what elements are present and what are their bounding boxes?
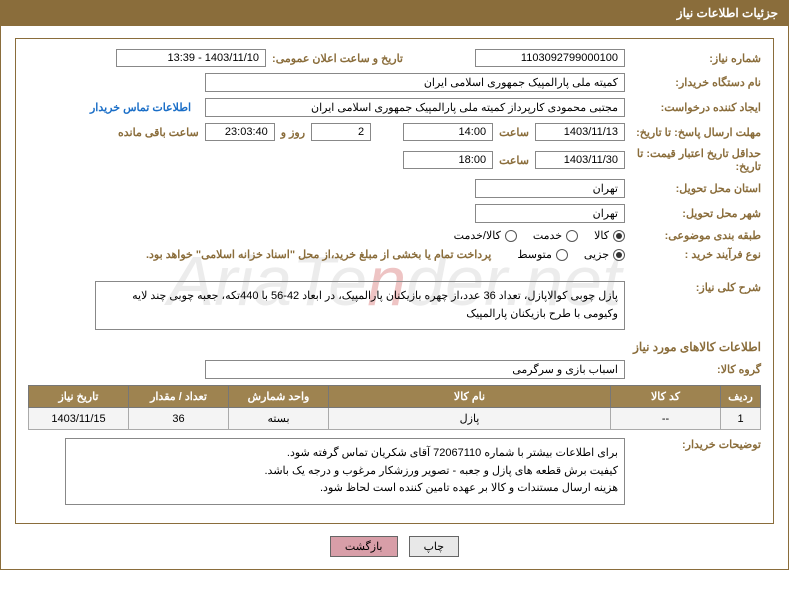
th-name: نام کالا bbox=[329, 386, 611, 408]
radio-medium-label: متوسط bbox=[517, 248, 552, 261]
countdown: 23:03:40 bbox=[205, 123, 275, 141]
radio-goods-label: کالا bbox=[594, 229, 609, 242]
need-no-label: شماره نیاز: bbox=[631, 52, 761, 65]
radio-partial-label: جزیی bbox=[584, 248, 609, 261]
radio-medium[interactable]: متوسط bbox=[517, 248, 568, 261]
th-qty: تعداد / مقدار bbox=[129, 386, 229, 408]
radio-service[interactable]: خدمت bbox=[533, 229, 578, 242]
time-label-1: ساعت bbox=[499, 126, 529, 139]
days-and-label: روز و bbox=[281, 126, 305, 139]
notes-line-1: برای اطلاعات بیشتر با شماره 72067110 آقا… bbox=[72, 445, 618, 463]
td-name: پازل bbox=[329, 408, 611, 430]
notes-box: برای اطلاعات بیشتر با شماره 72067110 آقا… bbox=[65, 438, 625, 505]
summary-text: پازل چوبی کوالاپازل، تعداد 36 عدد،از چهر… bbox=[95, 281, 625, 330]
city-value: تهران bbox=[475, 204, 625, 223]
requester-value: مجتبی محمودی کارپرداز کمیته ملی پارالمپی… bbox=[205, 98, 625, 117]
radio-goods[interactable]: کالا bbox=[594, 229, 625, 242]
td-row: 1 bbox=[721, 408, 761, 430]
time-label-2: ساعت bbox=[499, 154, 529, 167]
notes-line-3: هزینه ارسال مستندات و کالا بر عهده تامین… bbox=[72, 480, 618, 498]
goods-table: ردیف کد کالا نام کالا واحد شمارش تعداد /… bbox=[28, 385, 761, 430]
deadline-date: 1403/11/13 bbox=[535, 123, 625, 141]
summary-label: شرح کلی نیاز: bbox=[631, 281, 761, 294]
announce-label: تاریخ و ساعت اعلان عمومی: bbox=[272, 52, 403, 65]
category-label: طبقه بندی موضوعی: bbox=[631, 229, 761, 242]
need-no-value: 1103092799000100 bbox=[475, 49, 625, 67]
radio-service-label: خدمت bbox=[533, 229, 562, 242]
buyer-value: کمیته ملی پارالمپیک جمهوری اسلامی ایران bbox=[205, 73, 625, 92]
group-value: اسباب بازی و سرگرمی bbox=[205, 360, 625, 379]
announce-value: 1403/11/10 - 13:39 bbox=[116, 49, 266, 67]
td-code: -- bbox=[611, 408, 721, 430]
th-unit: واحد شمارش bbox=[229, 386, 329, 408]
buyer-label: نام دستگاه خریدار: bbox=[631, 76, 761, 89]
deadline-time: 14:00 bbox=[403, 123, 493, 141]
requester-label: ایجاد کننده درخواست: bbox=[631, 101, 761, 114]
notes-label: توضیحات خریدار: bbox=[631, 438, 761, 451]
radio-both[interactable]: کالا/خدمت bbox=[454, 229, 517, 242]
validity-time: 18:00 bbox=[403, 151, 493, 169]
th-date: تاریخ نیاز bbox=[29, 386, 129, 408]
province-value: تهران bbox=[475, 179, 625, 198]
goods-info-title: اطلاعات کالاهای مورد نیاز bbox=[28, 340, 761, 354]
panel-header: جزئیات اطلاعات نیاز bbox=[1, 0, 788, 26]
province-label: استان محل تحویل: bbox=[631, 182, 761, 195]
contact-link[interactable]: اطلاعات تماس خریدار bbox=[90, 101, 191, 114]
print-button[interactable]: چاپ bbox=[409, 536, 460, 557]
deadline-label: مهلت ارسال پاسخ: تا تاریخ: bbox=[631, 126, 761, 139]
radio-partial[interactable]: جزیی bbox=[584, 248, 625, 261]
table-row: 1 -- پازل بسته 36 1403/11/15 bbox=[29, 408, 761, 430]
back-button[interactable]: بازگشت bbox=[330, 536, 398, 557]
th-row: ردیف bbox=[721, 386, 761, 408]
td-unit: بسته bbox=[229, 408, 329, 430]
radio-both-label: کالا/خدمت bbox=[454, 229, 501, 242]
process-label: نوع فرآیند خرید : bbox=[631, 248, 761, 261]
notes-line-2: کیفیت برش قطعه های پازل و جعبه - تصویر و… bbox=[72, 463, 618, 481]
remain-label: ساعت باقی مانده bbox=[118, 126, 199, 139]
process-note: پرداخت تمام یا بخشی از مبلغ خرید،از محل … bbox=[146, 248, 491, 261]
validity-date: 1403/11/30 bbox=[535, 151, 625, 169]
group-label: گروه کالا: bbox=[631, 363, 761, 376]
th-code: کد کالا bbox=[611, 386, 721, 408]
td-qty: 36 bbox=[129, 408, 229, 430]
days-remaining: 2 bbox=[311, 123, 371, 141]
city-label: شهر محل تحویل: bbox=[631, 207, 761, 220]
td-date: 1403/11/15 bbox=[29, 408, 129, 430]
validity-label: حداقل تاریخ اعتبار قیمت: تا تاریخ: bbox=[631, 147, 761, 173]
